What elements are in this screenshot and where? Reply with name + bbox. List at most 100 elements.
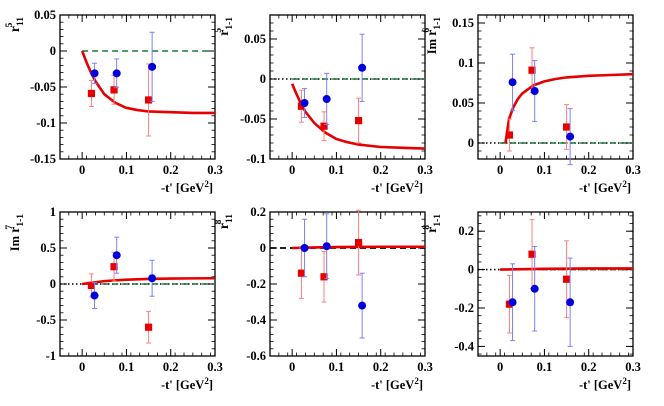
data-point-square [505, 131, 514, 139]
x-tick-label: 0.2 [373, 360, 389, 374]
data-point-circle [322, 242, 331, 251]
data-point-square [87, 89, 96, 98]
x-axis-title: -t' [GeV2] [371, 179, 423, 195]
x-tick-label: 0.2 [163, 163, 179, 177]
x-axis-title: -t' [GeV2] [579, 179, 631, 195]
y-tick-label: 0.2 [250, 205, 266, 219]
data-point-circle [566, 298, 575, 307]
data-point-circle [530, 87, 539, 95]
y-tick-label: 0 [260, 241, 266, 255]
x-tick-label: 0.3 [207, 360, 223, 374]
y-tick-label: 0 [468, 263, 474, 277]
panel-6: 0 0.1 0.2 0.3 -0.4 -0.2 0 0.2 -t' [GeV2] r1-18 [422, 211, 641, 392]
panel-5: 0 0.1 0.2 0.3 -0.6 -0.4 -0.2 0 0.2 -t' [GeV2] r118 [214, 205, 433, 392]
y-axis-title: Im r1-16 [422, 17, 443, 55]
y-tick-label: -0.6 [246, 349, 266, 363]
x-axis-title: -t' [GeV2] [579, 376, 631, 392]
y-tick-label: 0.2 [458, 224, 474, 238]
x-tick-label: 0.1 [119, 163, 135, 177]
x-axis-title: -t' [GeV2] [371, 376, 423, 392]
x-tick-label: 0 [289, 360, 295, 374]
x-tick-label: 0.3 [207, 163, 223, 177]
y-axis-title: r118 [214, 214, 235, 229]
x-tick-label: 0.1 [537, 360, 553, 374]
data-point-circle [358, 301, 367, 310]
panel-1: 0 0.1 0.2 0.3 -0.15 -0.1 -0.05 0 0.05 -t' [GeV2] r… [5, 8, 223, 195]
panel-4: 0 0.1 0.2 0.3 -1 -0.5 0 0.5 1 -t' [GeV2] Im r1-17 [5, 205, 223, 392]
data-point-square [144, 323, 153, 331]
data-point-square [562, 123, 571, 131]
x-tick-label: 0.1 [329, 360, 345, 374]
data-point-circle [566, 132, 575, 141]
data-point-square [87, 281, 96, 290]
y-tick-label: 1 [50, 205, 56, 219]
model-curve [290, 83, 426, 150]
plot-frame [59, 14, 216, 160]
x-tick-label: 0.1 [119, 360, 135, 374]
x-tick-label: 0.1 [537, 163, 553, 177]
y-tick-label: 0.1 [458, 56, 474, 70]
data-point-circle [90, 291, 99, 300]
data-point-circle [112, 251, 121, 260]
y-axis-title: Im r1-17 [5, 214, 26, 252]
data-point-circle [358, 63, 367, 72]
y-tick-label: -0.05 [30, 80, 56, 94]
y-tick-label: -0.4 [454, 339, 475, 353]
data-point-square [320, 122, 328, 130]
data-point-circle [112, 69, 121, 78]
x-axis-title: -t' [GeV2] [161, 376, 213, 392]
x-tick-label: 0.2 [581, 360, 597, 374]
x-tick-label: 0 [497, 163, 503, 177]
y-tick-label: -0.4 [246, 313, 267, 327]
data-point-circle [148, 62, 157, 71]
x-tick-label: 0.3 [417, 360, 433, 374]
data-point-circle [322, 95, 331, 103]
panel-2: 0 0.1 0.2 0.3 -0.1 -0.05 0 0.05 -t' [GeV2] r1-15 [214, 14, 433, 195]
data-point-square [297, 102, 306, 110]
data-point-square [528, 66, 536, 74]
y-tick-label: 0.05 [452, 96, 474, 110]
y-tick-label: 0 [50, 277, 56, 291]
y-tick-label: 0.15 [452, 16, 474, 30]
data-point-circle [508, 78, 517, 87]
data-point-square [562, 275, 571, 283]
x-tick-label: 0.2 [373, 163, 389, 177]
x-tick-label: 0 [79, 163, 85, 177]
x-tick-label: 0.3 [417, 163, 433, 177]
panel-3: 0 0.1 0.2 0.3 0 0.05 0.1 0.15 -t' [GeV2] Im r1-16 [422, 14, 641, 195]
y-tick-label: -1 [46, 349, 56, 363]
plot-frame [269, 211, 426, 357]
y-tick-label: -0.2 [454, 301, 474, 315]
x-tick-label: 0 [497, 360, 503, 374]
x-tick-label: 0 [289, 163, 295, 177]
data-point-square [297, 269, 306, 277]
x-tick-label: 0.3 [625, 163, 641, 177]
y-tick-label: 0.5 [40, 241, 56, 255]
model-curve [80, 50, 215, 115]
y-tick-label: 0 [50, 44, 56, 58]
x-tick-label: 0 [79, 360, 85, 374]
y-axis-title: r115 [5, 17, 26, 32]
data-point-square [354, 117, 363, 125]
y-tick-label: 0.05 [34, 8, 56, 22]
data-point-square [110, 263, 118, 271]
y-tick-label: 0.05 [244, 32, 266, 46]
data-point-square [320, 273, 328, 281]
plot-frame [477, 14, 634, 160]
y-tick-label: -0.5 [36, 313, 56, 327]
y-axis-title: r1-18 [422, 214, 443, 233]
y-tick-label: -0.15 [30, 152, 56, 166]
data-point-square [144, 96, 153, 104]
x-tick-label: 0.2 [581, 163, 597, 177]
data-point-circle [148, 274, 157, 283]
data-point-circle [300, 244, 309, 252]
y-tick-label: -0.1 [246, 152, 266, 166]
x-axis-title: -t' [GeV2] [161, 179, 213, 195]
data-point-circle [530, 284, 539, 293]
data-point-square [110, 86, 118, 94]
plot-frame [477, 211, 634, 357]
x-tick-label: 0.2 [163, 360, 179, 374]
y-tick-label: -0.1 [36, 116, 56, 130]
x-tick-label: 0.1 [329, 163, 345, 177]
